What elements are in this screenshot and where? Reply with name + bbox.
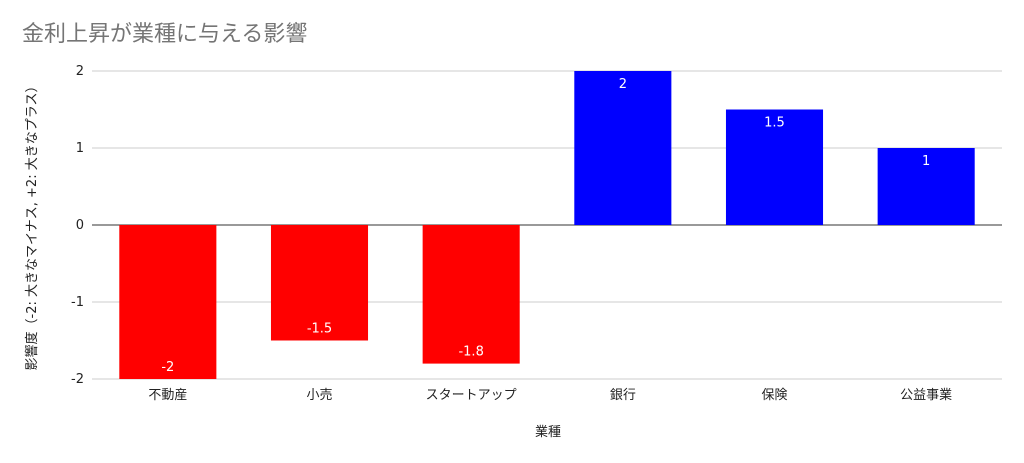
x-category-label: 小売 xyxy=(306,387,332,403)
y-tick-label: -1 xyxy=(71,295,84,310)
data-label: -1.8 xyxy=(458,345,483,360)
data-label: -1.5 xyxy=(307,322,332,337)
bar xyxy=(574,71,672,225)
bars xyxy=(119,71,975,379)
gridlines xyxy=(92,70,1002,380)
x-category-label: 不動産 xyxy=(148,387,187,403)
x-axis-title: 業種 xyxy=(535,424,561,440)
y-tick-label: 1 xyxy=(76,141,84,156)
bar xyxy=(119,225,217,379)
bar xyxy=(725,109,824,225)
y-axis-title: 影響度（-2: 大きなマイナス, +2: 大きなプラス） xyxy=(24,80,40,371)
x-category-label: 保険 xyxy=(761,388,787,403)
y-tick-label: 2 xyxy=(76,64,84,79)
y-tick-label: -2 xyxy=(71,372,84,387)
data-label: 2 xyxy=(619,77,627,92)
y-axis-ticks: 2 1 0 -1 -2 xyxy=(71,64,84,387)
data-labels: -2 -1.5 -1.8 2 1.5 1 xyxy=(161,77,930,375)
bar xyxy=(877,148,975,225)
y-tick-label: 0 xyxy=(76,218,84,233)
bar xyxy=(270,225,369,341)
x-category-label: 公益事業 xyxy=(900,387,952,403)
x-category-label: 銀行 xyxy=(610,388,636,403)
x-category-label: スタートアップ xyxy=(426,388,517,403)
data-label: 1.5 xyxy=(764,116,785,131)
data-label: -2 xyxy=(161,360,174,375)
chart-title: 金利上昇が業種に与える影響 xyxy=(22,22,308,47)
bar xyxy=(422,225,520,364)
data-label: 1 xyxy=(922,154,930,169)
x-axis-categories: 不動産 小売 スタートアップ 銀行 保険 公益事業 xyxy=(148,387,952,403)
